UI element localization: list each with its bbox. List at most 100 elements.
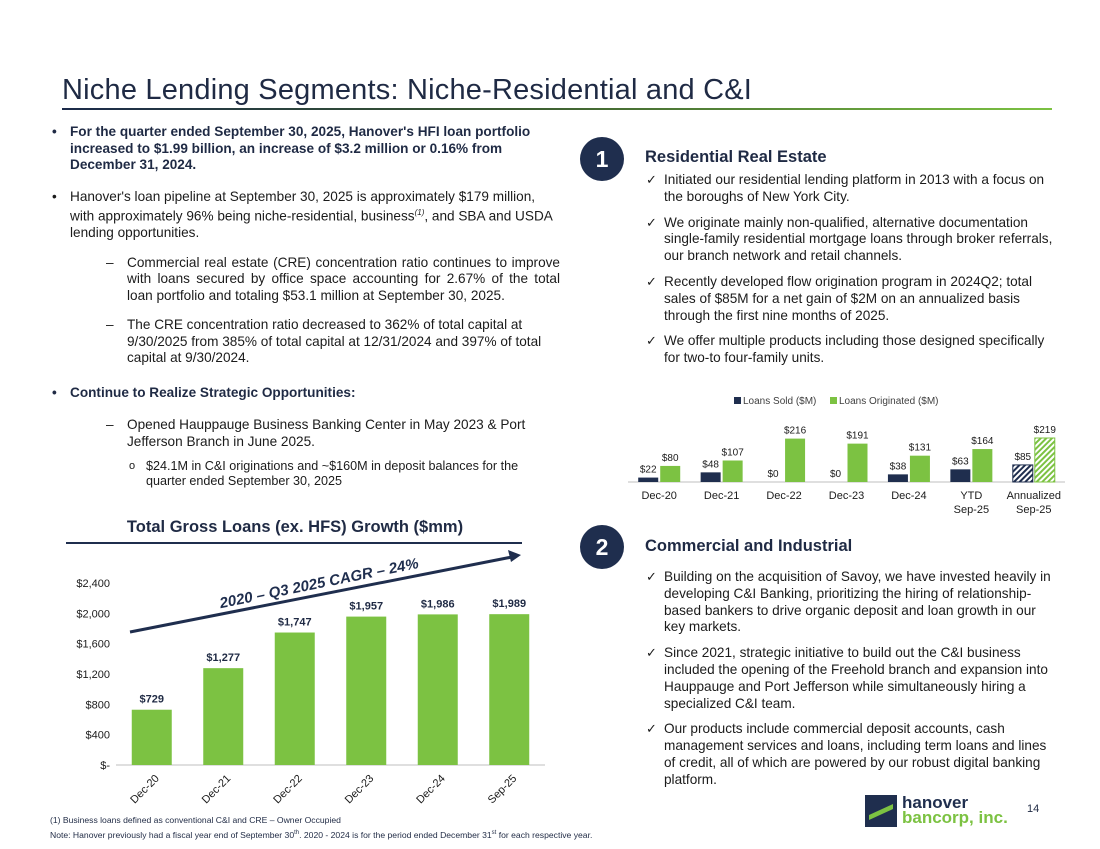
y-tick-label: $2,400 [76, 578, 110, 590]
footnote-note: Note: Hanover previously had a fiscal ye… [50, 827, 592, 842]
data-label: $219 [1034, 425, 1057, 436]
data-label: $22 [640, 465, 657, 476]
data-label: $164 [971, 436, 994, 447]
note-sup-2: st [491, 830, 497, 836]
bullet-hfi-loan-text: For the quarter ended September 30, 2025… [70, 124, 531, 172]
sub-bullet-cre-concentration: The CRE concentration ratio decreased to… [50, 317, 560, 367]
x-tick-label: Annualized Sep-25 [1007, 490, 1061, 516]
chart-title: Total Gross Loans (ex. HFS) Growth ($mm) [127, 518, 463, 536]
bar [489, 614, 530, 765]
section-2-checklist: Building on the acquisition of Savoy, we… [645, 569, 1055, 798]
section-2-check-item: Building on the acquisition of Savoy, we… [645, 569, 1055, 636]
bar [785, 438, 806, 482]
page-number: 14 [1027, 803, 1040, 815]
title-divider [62, 108, 1052, 110]
x-tick-label: Dec-23 [829, 490, 864, 502]
y-tick-label: $- [100, 760, 110, 772]
x-tick-label: Sep-25 [486, 773, 520, 807]
bullet-pipeline-text-end: , and SBA and USDA lending opportunities… [70, 208, 553, 241]
x-tick-label: Dec-23 [343, 773, 377, 807]
section-1-badge: 1 [580, 137, 624, 181]
legend-swatch [830, 397, 837, 404]
legend-label: Loans Originated ($M) [839, 396, 939, 407]
hanover-logo-icon [865, 795, 897, 827]
bar [700, 472, 721, 482]
footnote-ref: (1) [414, 208, 425, 217]
cagr-annotation: 2020 – Q3 2025 CAGR – 24% [217, 555, 420, 612]
sub-bullet-cre-ratio: Commercial real estate (CRE) concentrati… [50, 255, 560, 305]
data-label: $0 [768, 469, 780, 480]
bar [203, 668, 244, 765]
x-tick-label-line: Sep-25 [954, 504, 989, 516]
x-tick-label-line: YTD [960, 490, 982, 502]
data-label: $1,986 [421, 598, 455, 610]
bar [1012, 464, 1034, 483]
data-label: $1,957 [349, 601, 383, 613]
sub-bullet-cre-concentration-text: The CRE concentration ratio decreased to… [127, 317, 542, 366]
bullet-pipeline: Hanover's loan pipeline at September 30,… [50, 189, 560, 242]
bar [346, 616, 387, 765]
x-tick-label-line: Sep-25 [1016, 504, 1051, 516]
section-1-check-item: We originate mainly non-qualified, alter… [645, 215, 1055, 265]
bar [274, 632, 315, 765]
section-1-check-item: Recently developed flow origination prog… [645, 274, 1055, 324]
data-label: $131 [909, 443, 932, 454]
bar [972, 449, 993, 482]
bar [950, 469, 971, 482]
y-tick-label: $1,600 [76, 639, 110, 651]
sub-sub-bullet-ci: $24.1M in C&I originations and ~$160M in… [50, 459, 560, 489]
bullet-strategic-text: Continue to Realize Strategic Opportunit… [70, 384, 356, 400]
sub-sub-bullet-ci-text: $24.1M in C&I originations and ~$160M in… [146, 459, 519, 489]
section-2-heading: Commercial and Industrial [645, 537, 853, 555]
left-column: For the quarter ended September 30, 2025… [50, 124, 560, 489]
data-label: $48 [702, 459, 719, 470]
bar [1034, 437, 1056, 483]
x-tick-label: Dec-20 [128, 773, 162, 807]
data-label: $729 [140, 694, 164, 706]
y-tick-label: $400 [86, 730, 110, 742]
note-sup-1: th [294, 830, 300, 836]
x-tick-label: Dec-22 [271, 773, 305, 807]
data-label: $85 [1014, 452, 1031, 463]
hanover-logo-text: hanover bancorp, inc. [902, 793, 1008, 827]
data-label: $38 [890, 461, 907, 472]
bar [909, 455, 930, 482]
bar [417, 614, 458, 765]
cagr-arrow [129, 555, 513, 634]
x-tick-label: Dec-21 [704, 490, 739, 502]
data-label: $80 [662, 453, 679, 464]
y-tick-label: $2,000 [76, 608, 110, 620]
note-text-a: Note: Hanover previously had a fiscal ye… [50, 829, 295, 840]
bar [722, 460, 743, 482]
bar [887, 474, 908, 482]
x-tick-label: Dec-22 [766, 490, 801, 502]
section-1-check-item: We offer multiple products including tho… [645, 333, 1055, 367]
logo-line-1: hanover [902, 793, 969, 812]
data-label: $63 [952, 456, 969, 467]
data-label: $1,747 [278, 617, 312, 629]
sub-bullet-hauppauge: Opened Hauppauge Business Banking Center… [50, 417, 560, 450]
footnote-1: (1) Business loans defined as convention… [50, 815, 341, 825]
data-label: $1,989 [492, 598, 526, 610]
data-label: $0 [830, 469, 842, 480]
x-tick-label-line: Annualized [1007, 490, 1061, 502]
note-text-b: . 2020 - 2024 is for the period ended De… [299, 829, 492, 840]
note-text-c: for each respective year. [496, 829, 593, 840]
x-tick-label: Dec-24 [414, 773, 448, 807]
data-label: $107 [722, 448, 745, 459]
x-tick-label: YTD Sep-25 [954, 490, 989, 516]
section-1-heading: Residential Real Estate [645, 148, 827, 166]
y-tick-label: $800 [86, 699, 110, 711]
logo-line-2: bancorp, inc. [902, 808, 1008, 827]
footnotes: (1) Business loans defined as convention… [50, 814, 592, 842]
x-tick-label: Dec-20 [641, 490, 676, 502]
bar [638, 477, 659, 482]
bullet-strategic: Continue to Realize Strategic Opportunit… [50, 385, 560, 402]
bullet-hfi-loan: For the quarter ended September 30, 2025… [50, 124, 560, 174]
sub-bullet-hauppauge-text: Opened Hauppauge Business Banking Center… [127, 417, 526, 449]
data-label: $216 [784, 426, 807, 437]
total-gross-loans-chart: Total Gross Loans (ex. HFS) Growth ($mm)… [66, 518, 545, 807]
loans-sold-originated-chart: Loans Sold ($M) Loans Originated ($M) $22… [628, 396, 1065, 516]
cagr-arrowhead [508, 550, 521, 562]
bar [131, 709, 172, 765]
